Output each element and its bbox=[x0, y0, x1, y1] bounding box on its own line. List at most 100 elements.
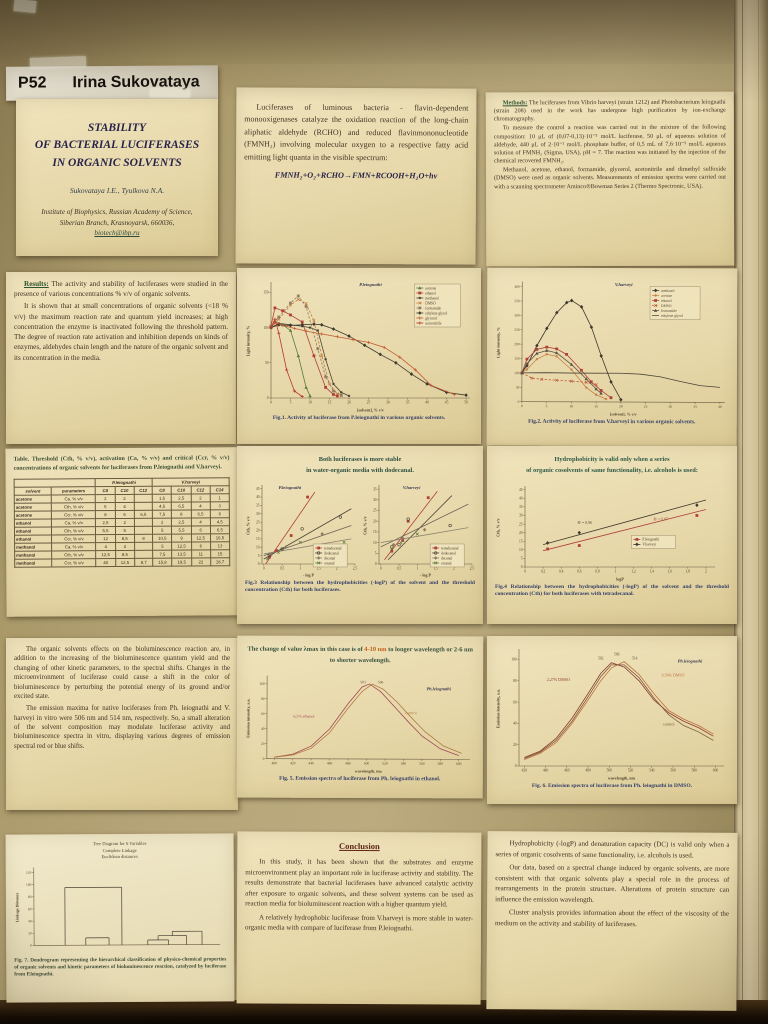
poster-authors: Sukovataya I.E., Tyulkova N.A. bbox=[69, 185, 165, 195]
svg-text:420: 420 bbox=[290, 761, 296, 765]
svg-text:506: 506 bbox=[614, 652, 620, 656]
svg-text:50: 50 bbox=[464, 401, 468, 405]
svg-text:40: 40 bbox=[28, 919, 32, 923]
svg-text:0: 0 bbox=[380, 566, 382, 570]
fig2-chart: 0 5 10 15 20 25 30 35 40 0 50 100 150 200 250 300 350 400… bbox=[495, 275, 729, 418]
svg-text:200: 200 bbox=[514, 342, 520, 346]
svg-text:35: 35 bbox=[693, 405, 697, 409]
svg-text:Emission intensity, a.u.: Emission intensity, a.u. bbox=[496, 689, 501, 728]
svg-text:0: 0 bbox=[521, 565, 523, 569]
methods-sheet: Methods: The luciferases from Vibrio har… bbox=[485, 91, 735, 267]
svg-text:20: 20 bbox=[261, 742, 265, 746]
methods-p1: The luciferases from Vibrio harveyi (str… bbox=[493, 99, 726, 123]
svg-text:60: 60 bbox=[261, 712, 265, 716]
svg-text:dodecanal: dodecanal bbox=[441, 551, 456, 555]
svg-text:40: 40 bbox=[261, 727, 265, 731]
svg-text:350: 350 bbox=[514, 299, 520, 303]
svg-text:1,6: 1,6 bbox=[668, 569, 673, 574]
svg-text:300: 300 bbox=[514, 314, 520, 318]
svg-text:50: 50 bbox=[265, 361, 269, 365]
svg-text:0: 0 bbox=[30, 944, 32, 948]
svg-text:400: 400 bbox=[514, 285, 520, 289]
svg-text:100: 100 bbox=[259, 682, 265, 686]
svg-text:20: 20 bbox=[373, 519, 377, 523]
svg-text:Cth, % v/v: Cth, % v/v bbox=[246, 516, 251, 535]
svg-text:30: 30 bbox=[373, 498, 377, 502]
svg-text:20: 20 bbox=[519, 531, 523, 535]
svg-text:580: 580 bbox=[438, 762, 444, 766]
svg-text:0: 0 bbox=[263, 757, 265, 761]
svg-text:0,5: 0,5 bbox=[280, 566, 285, 571]
svg-text:30: 30 bbox=[669, 405, 673, 409]
svg-text:420: 420 bbox=[522, 769, 528, 773]
svg-text:150: 150 bbox=[263, 291, 269, 295]
svg-text:100: 100 bbox=[514, 371, 520, 375]
spectra-text-sheet: The organic solvents effects on the biol… bbox=[6, 638, 238, 810]
svg-text:dodecanal: dodecanal bbox=[324, 551, 339, 555]
svg-text:480: 480 bbox=[345, 761, 351, 765]
svg-text:2: 2 bbox=[705, 569, 707, 573]
methods-heading: Methods: bbox=[502, 100, 528, 107]
fig5-header: The change of value λmax in this case is… bbox=[245, 645, 475, 668]
fig4-chart: 0 0,2 0,4 0,6 0,8 1 1,2 1,4 1,6 1,8 2 0 5 10 15 20 25 30 3… bbox=[495, 480, 729, 582]
svg-text:0,2: 0,2 bbox=[541, 569, 546, 574]
svg-text:Emission intensity, a.u.: Emission intensity, a.u. bbox=[245, 698, 250, 737]
fig5-header-highlight: 4-10 nm bbox=[364, 646, 387, 654]
svg-text:tetradecanal: tetradecanal bbox=[441, 546, 458, 550]
discussion-p3: Cluster analysis provides information ab… bbox=[494, 908, 730, 928]
svg-text:logP: logP bbox=[616, 576, 624, 581]
figure1-sheet: 0 5 10 15 20 25 30 35 40 45 50 0 50 100 150 [solvent], … bbox=[237, 268, 481, 444]
svg-text:glycerol: glycerol bbox=[425, 316, 437, 320]
results-sheet: Results: The activity and stability of l… bbox=[6, 272, 236, 444]
svg-text:acetone: acetone bbox=[425, 286, 436, 290]
fig7-caption: Fig. 7. Dendrogram representing the hier… bbox=[14, 956, 227, 978]
conclusion-heading: Conclusion bbox=[339, 840, 380, 852]
svg-text:V.harveyi: V.harveyi bbox=[615, 282, 633, 287]
svg-text:520: 520 bbox=[628, 769, 634, 773]
svg-text:V.harveyi: V.harveyi bbox=[403, 485, 421, 490]
svg-text:P.leiognathi: P.leiognathi bbox=[359, 282, 382, 287]
svg-text:50: 50 bbox=[516, 385, 520, 389]
svg-text:acetone: acetone bbox=[661, 294, 672, 298]
fig5-chart: 400 420 440 460 480 500 520 540 560 580 600 0 20 40 60… bbox=[245, 669, 475, 774]
svg-text:100: 100 bbox=[26, 883, 32, 887]
svg-text:decanal: decanal bbox=[324, 556, 335, 560]
fig3-header: Both luciferases is more stable in water… bbox=[306, 456, 414, 474]
svg-text:25: 25 bbox=[256, 520, 260, 524]
figure7-sheet: Tree Diagram for 6 Variables Complete Li… bbox=[5, 833, 235, 1003]
svg-text:600: 600 bbox=[713, 769, 719, 773]
svg-text:15: 15 bbox=[256, 537, 260, 541]
fig2-caption: Fig.2. Activity of luciferase from V.har… bbox=[528, 418, 696, 426]
svg-text:502: 502 bbox=[598, 657, 604, 661]
svg-text:30: 30 bbox=[256, 512, 260, 516]
svg-text:wavelength, nm: wavelength, nm bbox=[355, 768, 383, 773]
fig3-right-chart: 0 0,5 1 1,5 2 2,5 0 5 10 15 20 25 30 35- log P Cth, % … bbox=[362, 480, 475, 578]
svg-text:1,5: 1,5 bbox=[433, 566, 438, 571]
svg-text:2,5: 2,5 bbox=[470, 566, 475, 571]
svg-text:20: 20 bbox=[513, 743, 517, 747]
svg-text:500: 500 bbox=[364, 761, 370, 765]
fig5-caption: Fig. 5. Emission spectra of luciferase f… bbox=[279, 775, 441, 783]
svg-text:460: 460 bbox=[327, 761, 333, 765]
svg-text:20: 20 bbox=[347, 401, 351, 405]
svg-text:15: 15 bbox=[519, 539, 523, 543]
svg-text:Ph.leiognathi: Ph.leiognathi bbox=[426, 686, 451, 691]
methods-p3: Methanol, acetone, ethanol, formamide, g… bbox=[493, 166, 727, 190]
svg-text:150: 150 bbox=[514, 357, 520, 361]
fig3-caption: Fig.3 Relationship between the hydrophob… bbox=[245, 579, 475, 594]
wall-seam bbox=[758, 0, 759, 1024]
svg-text:6,54% DMSO: 6,54% DMSO bbox=[662, 673, 685, 679]
poster-title: STABILITY OF BACTERIAL LUCIFERASES IN OR… bbox=[34, 122, 200, 169]
svg-text:2,27% DMSO: 2,27% DMSO bbox=[547, 677, 570, 683]
svg-text:1: 1 bbox=[615, 569, 617, 573]
svg-text:octanal: octanal bbox=[324, 561, 334, 565]
fig1-caption: Fig.1. Activity of luciferase from P.lei… bbox=[272, 415, 446, 421]
svg-text:Linkage Distance: Linkage Distance bbox=[14, 892, 19, 922]
discussion-p1: Hydrophobicity (-logP) and denaturation … bbox=[495, 839, 730, 860]
svg-text:10: 10 bbox=[519, 548, 523, 552]
svg-text:2,5: 2,5 bbox=[353, 566, 358, 571]
svg-text:45: 45 bbox=[445, 401, 449, 405]
svg-text:tetradecanal: tetradecanal bbox=[324, 546, 341, 550]
svg-text:1,8: 1,8 bbox=[686, 569, 691, 574]
